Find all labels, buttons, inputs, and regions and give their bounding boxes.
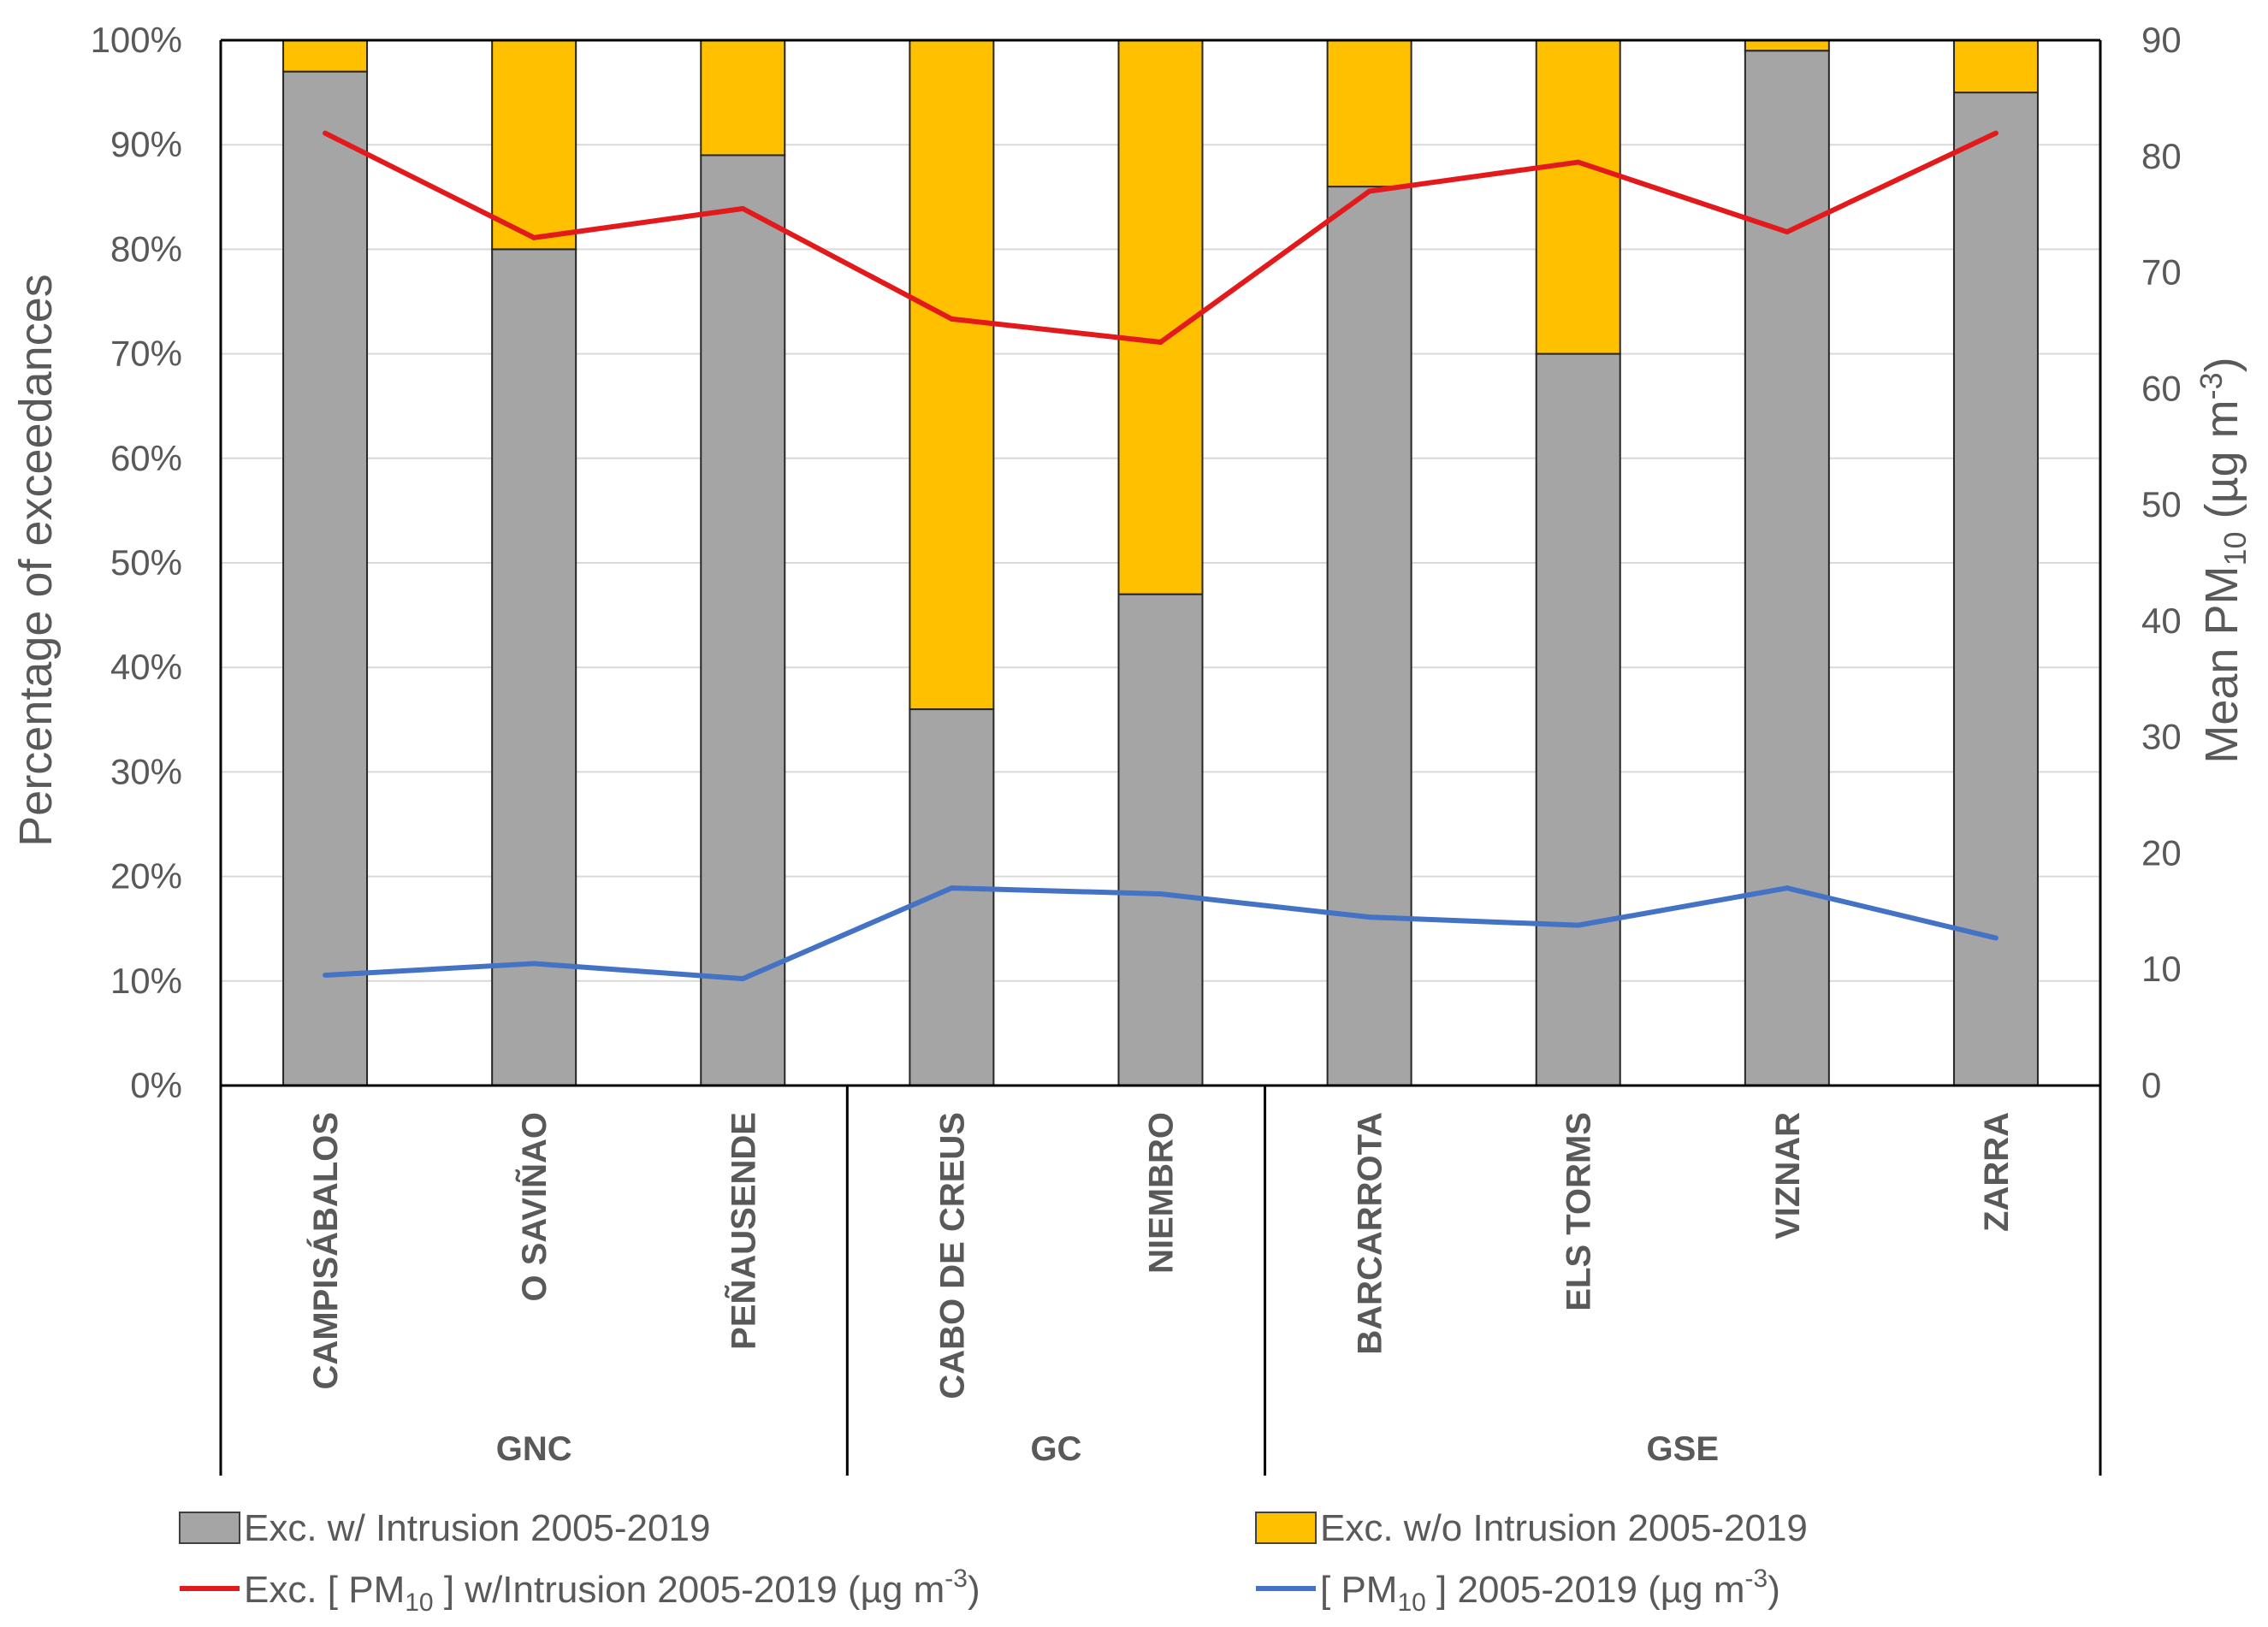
bar-without-intrusion (491, 39, 577, 251)
point-exc-pm10-with-intrusion (323, 130, 329, 136)
y-tick-label: 30% (110, 751, 182, 791)
y-tick-label: 50% (110, 542, 182, 583)
category-label: O SAVIÑAO (514, 1112, 554, 1302)
bar-with-intrusion (1744, 50, 1830, 1087)
plot-frame (219, 38, 2102, 1476)
bar-without-intrusion (909, 39, 995, 711)
legend-swatch-yellow (1255, 1512, 1317, 1544)
bar-without-intrusion (1326, 39, 1412, 188)
point-exc-pm10-with-intrusion (949, 316, 955, 322)
bar-with-intrusion (1952, 92, 2039, 1087)
point-pm10 (1784, 885, 1790, 891)
y-tick-label: 80% (110, 228, 182, 269)
point-exc-pm10-with-intrusion (1784, 229, 1790, 235)
y-tick-label: 70% (110, 334, 182, 374)
y2-tick-label: 20 (2141, 832, 2182, 873)
point-pm10 (949, 885, 955, 891)
legend: Exc. w/ Intrusion 2005-2019 Exc. w/o Int… (179, 1507, 1808, 1617)
bar-with-intrusion (491, 248, 577, 1086)
bar-series (282, 39, 2039, 1087)
legend-label-exc-pm10-with-intrusion: Exc. [ PM10 ] w/Intrusion 2005-2019 (µg … (244, 1565, 980, 1617)
bar-without-intrusion (1952, 39, 2039, 94)
bar-without-intrusion (1117, 39, 1204, 595)
point-pm10 (740, 976, 746, 982)
left-axis-ticks: 0% 10% 20% 30% 40% 50% 60% 70% 80% 90% 100% (91, 20, 182, 1105)
y-tick-label: 60% (110, 438, 182, 478)
group-label: GNC (496, 1430, 572, 1468)
bar-with-intrusion (1326, 186, 1412, 1087)
point-pm10 (323, 973, 329, 979)
legend-item-pm10: [ PM10 ] 2005-2019 (µg m-3) (1256, 1565, 1780, 1617)
y2-tick-label: 70 (2141, 252, 2182, 293)
y-tick-label: 20% (110, 856, 182, 896)
y2-axis-title: Mean PM10 (µg m-3) (2194, 357, 2253, 763)
y2-tick-label: 90 (2141, 20, 2182, 60)
y-tick-label: 90% (110, 124, 182, 164)
y2-tick-label: 10 (2141, 949, 2182, 989)
point-pm10 (531, 961, 537, 967)
legend-label-pm10: [ PM10 ] 2005-2019 (µg m-3) (1320, 1565, 1780, 1617)
category-label: NIEMBRO (1143, 1112, 1181, 1274)
point-exc-pm10-with-intrusion (1366, 188, 1372, 194)
y2-tick-label: 30 (2141, 717, 2182, 757)
category-label: BARCARROTA (1352, 1112, 1389, 1355)
legend-label-exc-with-intrusion: Exc. w/ Intrusion 2005-2019 (244, 1507, 710, 1549)
point-exc-pm10-with-intrusion (1993, 130, 1999, 136)
bar-with-intrusion (700, 154, 786, 1086)
right-axis-ticks: 0 10 20 30 40 50 60 70 80 90 (2141, 20, 2182, 1105)
legend-swatch-gray (179, 1512, 240, 1544)
legend-label-exc-without-intrusion: Exc. w/o Intrusion 2005-2019 (1320, 1507, 1808, 1549)
category-label: VIZNAR (1769, 1112, 1807, 1239)
y2-tick-label: 60 (2141, 368, 2182, 408)
group-label: GSE (1647, 1430, 1719, 1468)
bar-without-intrusion (1535, 39, 1621, 355)
point-pm10 (1575, 922, 1581, 928)
y-tick-label: 10% (110, 961, 182, 1001)
bar-with-intrusion (909, 708, 995, 1087)
point-pm10 (1366, 914, 1372, 920)
bar-with-intrusion (1117, 593, 1204, 1086)
group-label: GC (1030, 1430, 1081, 1468)
category-label: ZARRA (1978, 1112, 2016, 1232)
category-label: CAMPISÁBALOS (306, 1112, 345, 1389)
point-exc-pm10-with-intrusion (531, 234, 537, 240)
y-axis-title: Percentage of exceedances (10, 274, 62, 846)
y-tick-label: 0% (130, 1065, 182, 1105)
y2-tick-label: 50 (2141, 484, 2182, 524)
category-labels: CAMPISÁBALOS O SAVIÑAO PEÑAUSENDE CABO DE C… (306, 1112, 2016, 1399)
y2-tick-label: 40 (2141, 601, 2182, 641)
y2-tick-label: 80 (2141, 136, 2182, 176)
line-series (323, 130, 1999, 982)
bar-without-intrusion (282, 39, 369, 73)
bar-without-intrusion (1744, 39, 1830, 52)
legend-item-exc-with-intrusion: Exc. w/ Intrusion 2005-2019 (179, 1507, 710, 1549)
group-labels: GNC GC GSE (496, 1086, 1719, 1476)
point-pm10 (1993, 935, 1999, 941)
bar-without-intrusion (700, 39, 786, 157)
y-tick-label: 40% (110, 647, 182, 687)
point-exc-pm10-with-intrusion (1158, 340, 1164, 346)
category-label: CABO DE CREUS (933, 1112, 971, 1399)
legend-item-exc-pm10-with-intrusion: Exc. [ PM10 ] w/Intrusion 2005-2019 (µg … (180, 1565, 980, 1617)
point-pm10 (1158, 890, 1164, 896)
y-tick-label: 100% (91, 20, 182, 60)
category-label: PEÑAUSENDE (723, 1112, 762, 1350)
y2-tick-label: 0 (2141, 1065, 2161, 1105)
legend-item-exc-without-intrusion: Exc. w/o Intrusion 2005-2019 (1255, 1507, 1808, 1549)
bar-with-intrusion (1535, 352, 1621, 1087)
bar-with-intrusion (282, 70, 369, 1086)
point-exc-pm10-with-intrusion (740, 205, 746, 211)
category-label: ELS TORMS (1560, 1112, 1598, 1311)
point-exc-pm10-with-intrusion (1575, 159, 1581, 165)
